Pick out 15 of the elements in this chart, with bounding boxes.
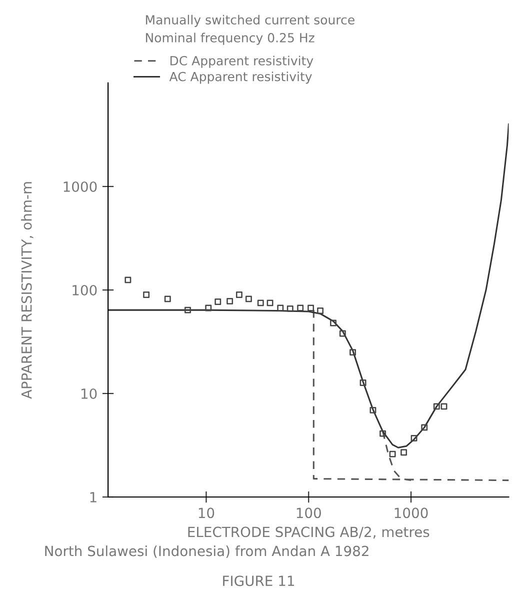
text: North Sulawesi (Indonesia) from Andan A 1982: [45, 546, 368, 558]
y-tick-label: 1: [90, 492, 96, 502]
legend-label: DC Apparent resistivity: [170, 56, 314, 68]
y-tick-label: 10: [81, 388, 97, 399]
y-tick-label: 100: [72, 284, 97, 296]
caption: FIGURE 11: [223, 576, 294, 586]
y-axis-title: APPARENT RESISTIVITY, ohm-m: [21, 182, 34, 399]
chart-title: Manually switched current source: [146, 14, 354, 27]
x-tick-label: 100: [296, 508, 321, 518]
x-axis-title: ELECTRODE SPACING AB/2, metres: [188, 526, 430, 539]
chart-subtitle: Nominal frequency 0.25 Hz: [146, 32, 314, 45]
x-tick-label: 1000: [394, 508, 428, 518]
y-tick-label: 1000: [64, 181, 97, 192]
x-tick-label: 10: [198, 508, 214, 518]
legend-label: AC Apparent resistivity: [169, 72, 312, 84]
